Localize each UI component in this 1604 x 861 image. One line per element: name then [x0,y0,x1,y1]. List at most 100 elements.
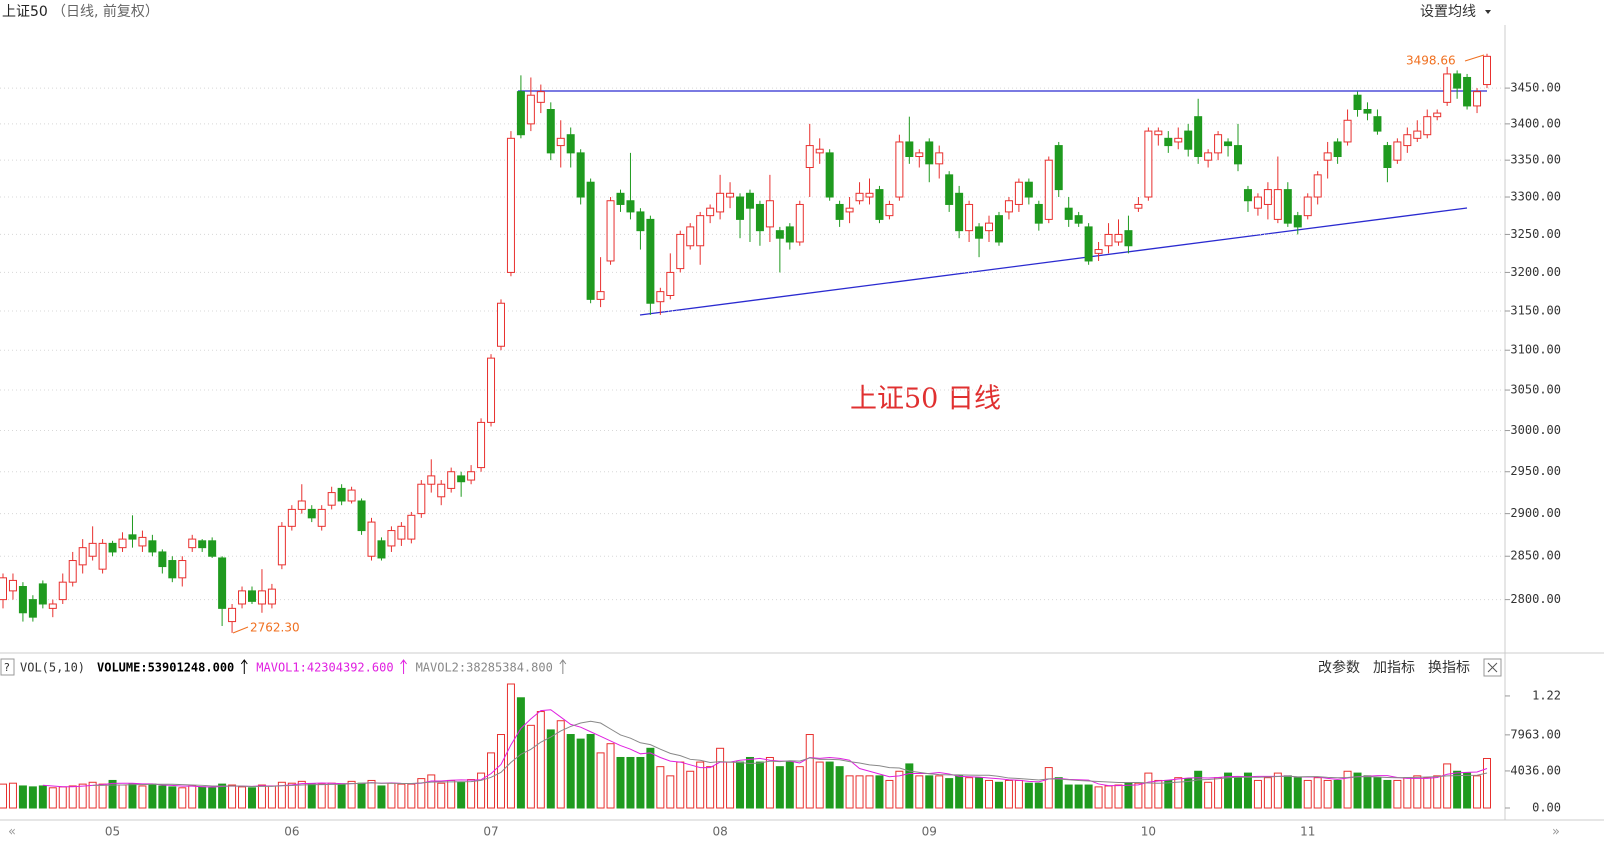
volume-bar [835,766,844,809]
scroll-left[interactable]: « [8,825,16,840]
candle-body [855,192,864,202]
volume-bar [1144,772,1153,809]
candle-body [885,203,894,217]
volume-bar [765,756,774,809]
candle-body [775,230,784,239]
volume-bar [297,780,306,809]
candle-body [994,215,1003,243]
candle-body [716,192,725,213]
x-tick-label: 06 [284,825,299,839]
candle-body [108,542,117,553]
candle-body [367,521,376,557]
volume-bar [915,775,924,809]
candle-body [457,475,466,483]
volume-bar [726,761,735,809]
candle-body [1433,112,1442,118]
volume-bar [28,786,37,809]
volume-bar [327,782,336,809]
legend-entry: VOLUME:53901248.000 [97,661,234,675]
volume-bar [716,747,725,809]
volume-y-tick-label: 7963.00 [1510,727,1561,741]
candle-body [1403,134,1412,147]
volume-bar [825,761,834,809]
volume-bar [496,734,505,809]
candle-body [18,586,27,614]
volume-bar [1343,770,1352,809]
chart-title: 上证50 [2,4,48,20]
y-tick-label: 2800.00 [1510,592,1561,606]
volume-bar [1164,779,1173,809]
volume-bar [1034,782,1043,809]
candle-body [1024,181,1033,198]
candle-body [1044,159,1053,220]
volume-bar [1094,786,1103,809]
volume-bar [8,782,17,809]
volume-bar [1064,784,1073,809]
candle-body [1144,130,1153,198]
candle-body [467,471,476,481]
help-icon[interactable] [0,658,15,676]
volume-bar [218,783,227,809]
volume-bar [905,763,914,809]
volume-bar [745,756,754,809]
volume-bar [387,782,396,809]
candle-body [1413,130,1422,139]
y-tick-label: 2900.00 [1510,506,1561,520]
chart-subtitle: （日线, 前复权） [52,3,159,20]
candle-body [1004,200,1013,213]
volume-bar [48,787,57,809]
volume-bar [536,711,545,809]
close-icon [1487,662,1498,673]
volume-bar [1293,777,1302,809]
volume-bar [1363,775,1372,809]
candle-body [1064,207,1073,220]
high-arrow [1464,54,1485,62]
candle-body [78,547,87,566]
scroll-right[interactable]: » [1552,825,1560,840]
candle-body [656,291,665,303]
candle-body [1084,226,1093,262]
candle-body [1383,145,1392,168]
candle-body [327,492,336,506]
volume-bar [427,774,436,809]
candle-body [825,152,834,198]
candle-body [257,590,266,605]
volume-bar [188,785,197,809]
candle-body [985,222,994,232]
candle-body [1253,196,1262,209]
indicator-button[interactable]: 加指标 [1373,660,1415,676]
volume-bar [78,783,87,809]
volume-bar [347,780,356,809]
y-tick-label: 3400.00 [1510,116,1561,130]
candle-body [1124,230,1133,247]
volume-bar [178,787,187,809]
volume-bar [606,743,615,809]
candle-body [267,588,276,605]
volume-bar [487,752,496,809]
y-tick-label: 3100.00 [1510,343,1561,357]
volume-bar [965,777,974,809]
volume-bar [1024,782,1033,809]
volume-y-tick-label: 1.22 [1532,688,1561,702]
volume-bar [1483,757,1491,809]
volume-bar [447,779,456,809]
candle-body [666,271,675,296]
volume-bar [1114,784,1123,809]
volume-bar [775,766,784,809]
candle-body [536,91,545,103]
candle-body [1204,152,1213,161]
volume-bar [865,775,874,809]
close-button[interactable] [1483,658,1502,677]
candle-body [1194,116,1203,158]
candle-body [347,489,356,502]
volume-bar [596,752,605,809]
volume-bar [1184,778,1193,809]
settings-button[interactable]: 设置均线 [1420,4,1476,20]
indicator-button[interactable]: 换指标 [1428,659,1470,676]
volume-bar [1383,779,1392,809]
y-tick-label: 3150.00 [1510,304,1561,318]
volume-bar [88,781,97,809]
indicator-button[interactable]: 改参数 [1318,659,1360,676]
indicator-name: VOL(5,10) [20,661,85,675]
candle-body [696,215,705,247]
